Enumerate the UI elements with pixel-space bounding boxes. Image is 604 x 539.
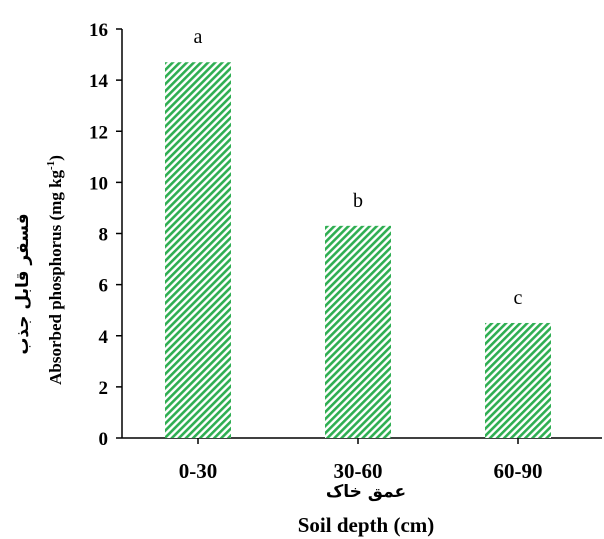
x-tick-label: 60-90 [494,459,543,483]
y-axis-title-main: Absorbed phosphorus (mg kg [46,169,65,384]
y-tick-label: 10 [89,173,108,194]
x-tick-label: 30-60 [334,459,383,483]
bar [325,225,391,438]
y-tick-label: 2 [99,378,109,399]
y-tick-label: 14 [89,71,109,92]
y-tick-label: 12 [89,122,108,143]
x-axis-categories: 0-30 30-60 60-90 [179,438,543,483]
y-tick-label: 0 [99,429,109,450]
x-axis-title: Soil depth (cm) [298,513,435,537]
y-tick-label: 6 [99,276,109,297]
y-axis-title-group: Absorbed phosphorus (mg kg-1) [45,155,65,385]
y-axis-title-sup: -1 [45,161,57,170]
y-axis-ticks: 0 2 4 6 8 10 12 14 16 [89,20,122,450]
y-tick-label: 16 [89,20,108,41]
significance-letters: a b c [194,26,523,309]
y-axis-title-close: ) [46,155,65,161]
significance-letter: a [194,26,203,48]
x-axis-title-fa: عمق خاک [326,482,406,502]
y-axis-title: Absorbed phosphorus (mg kg-1) [45,155,65,385]
bars [165,62,551,438]
y-tick-label: 8 [99,225,109,246]
y-axis-title-fa-group: فسفر قابل جذب [13,213,33,354]
bar [165,62,231,438]
y-tick-label: 4 [99,327,109,348]
significance-letter: c [514,287,523,309]
significance-letter: b [353,190,363,212]
y-axis-title-fa: فسفر قابل جذب [13,213,33,354]
x-tick-label: 0-30 [179,459,218,483]
bar [485,322,551,438]
